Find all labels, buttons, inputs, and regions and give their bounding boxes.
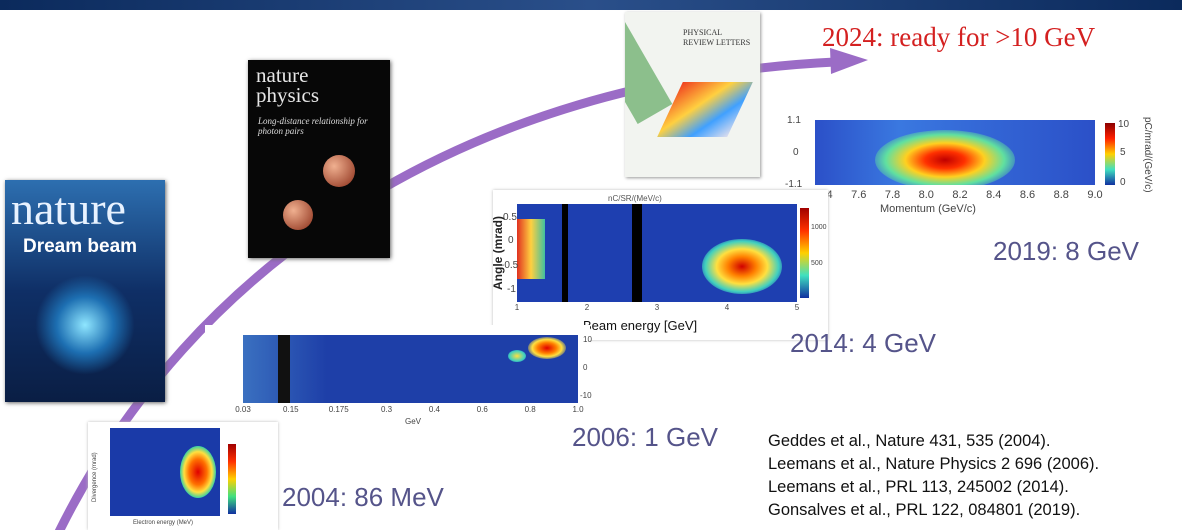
x-tick-label: 8.4: [986, 189, 1001, 201]
colorbar-tick: 0: [1120, 177, 1126, 188]
plot-2019: 1.1 0 -1.1 7.47.67.88.08.28.48.68.89.0 M…: [775, 115, 1160, 233]
beam-spot: [875, 130, 1015, 185]
cover-image: [35, 275, 135, 375]
reference: Gonsalves et al., PRL 122, 084801 (2019)…: [768, 499, 1099, 522]
colorbar-tick: 1000: [811, 224, 827, 231]
references: Geddes et al., Nature 431, 535 (2004).Le…: [768, 430, 1099, 522]
x-tick-label: 8.6: [1020, 189, 1035, 201]
colorbar: [800, 208, 809, 298]
milestone: 2019: 8 GeV: [993, 236, 1139, 267]
colorbar-label: pC/mrad/(GeV/c): [1142, 117, 1153, 193]
x-tick-label: 0.6: [477, 405, 488, 414]
x-tick-label: 4: [725, 303, 729, 312]
milestone: 2006: 1 GeV: [572, 422, 718, 453]
heatmap: [110, 428, 220, 516]
x-axis-label: Momentum (GeV/c): [880, 203, 976, 215]
x-tick-label: 7.8: [885, 189, 900, 201]
plot-2006: 0.03 0.15 0.175 0.3 0.4 0.6 0.8 1.0 GeV 10 0 -1…: [205, 325, 590, 425]
plot-2014: nC/SR/(MeV/c) 0.5 0 -0.5 -1 Angle (mrad)…: [493, 190, 828, 340]
x-tick-label: 3: [655, 303, 659, 312]
x-tick-label: 8.2: [952, 189, 967, 201]
nature-cover: nature Dream beam: [5, 180, 165, 402]
slide: nature Dream beam nature physics Long-di…: [0, 0, 1182, 530]
x-tick-label: 2: [585, 303, 589, 312]
x-ticks: 7.47.67.88.08.28.48.68.89.0: [825, 189, 1095, 203]
x-axis-label: Electron energy (MeV): [133, 520, 193, 526]
colorbar: [228, 444, 236, 514]
x-axis-label: Beam energy [GeV]: [583, 318, 697, 333]
y-axis-label: Angle (mrad): [491, 216, 505, 290]
x-tick-label: 0.3: [381, 405, 392, 414]
reference: Leemans et al., PRL 113, 245002 (2014).: [768, 476, 1099, 499]
x-tick-label: 1: [515, 303, 519, 312]
y-tick-label: 0.5: [503, 212, 517, 223]
reference: Geddes et al., Nature 431, 535 (2004).: [768, 430, 1099, 453]
x-tick-label: 0.8: [525, 405, 536, 414]
heatmap: [815, 120, 1095, 185]
colorbar-tick: 5: [1120, 147, 1126, 158]
milestone: 2004: 86 MeV: [282, 482, 444, 513]
y2-tick-label: 0: [583, 363, 587, 372]
x-tick-label: 8.0: [919, 189, 934, 201]
reference: Leemans et al., Nature Physics 2 696 (20…: [768, 453, 1099, 476]
x-tick-label: 8.8: [1054, 189, 1069, 201]
x-tick-label: 1.0: [572, 405, 583, 414]
y-axis-label: Divergence (mrad): [92, 452, 98, 502]
milestone: 2014: 4 GeV: [790, 328, 936, 359]
colorbar-tick: 500: [811, 260, 823, 267]
x-tick-label: 0.15: [283, 405, 299, 414]
x-tick-label: 0.03: [235, 405, 251, 414]
y-tick-label: 1.1: [787, 115, 801, 126]
cover-sphere: [283, 200, 313, 230]
cover-image: [657, 82, 753, 137]
heatmap: [243, 335, 578, 403]
cover-headline: Long-distance relationship for photon pa…: [258, 116, 383, 136]
x-tick-label: 5: [795, 303, 799, 312]
cover-stripe: [625, 12, 672, 124]
cover-sphere: [323, 155, 355, 187]
beam-spot: [180, 446, 216, 498]
plot-title: nC/SR/(MeV/c): [608, 194, 662, 203]
x-ticks: 1 2 3 4 5: [517, 303, 797, 315]
x-tick-label: 0.4: [429, 405, 440, 414]
colorbar-tick: 10: [1118, 119, 1129, 130]
prl-cover: Physical Review Letters: [625, 12, 760, 177]
beam-spot: [528, 337, 566, 359]
beam-spot: [702, 239, 782, 294]
x-tick-label: 7.6: [851, 189, 866, 201]
x-axis-label: GeV: [405, 417, 421, 426]
gap: [278, 335, 290, 403]
heatmap: [517, 204, 797, 302]
low-energy-signal: [517, 219, 545, 279]
cover-journal: nature: [11, 186, 126, 232]
x-tick-label: 0.175: [329, 405, 349, 414]
nature-physics-cover: nature physics Long-distance relationshi…: [248, 60, 390, 258]
future-goal: 2024: ready for >10 GeV: [822, 22, 1095, 53]
beam-spot: [508, 350, 526, 362]
cover-journal: nature physics: [256, 66, 366, 106]
y-tick-label: -1: [507, 284, 516, 295]
colorbar: [1105, 123, 1115, 185]
y-tick-label: 0: [508, 235, 514, 246]
gap: [562, 204, 568, 302]
y-tick-label: 0: [793, 147, 799, 158]
y2-tick-label: 10: [583, 335, 592, 344]
cover-headline: Dream beam: [23, 236, 137, 258]
gap: [632, 204, 642, 302]
cover-journal: Physical Review Letters: [683, 28, 753, 47]
plot-2004: Divergence (mrad) Electron energy (MeV): [88, 422, 278, 530]
x-tick-label: 9.0: [1087, 189, 1102, 201]
y2-tick-label: -10: [580, 391, 592, 400]
y-tick-label: -1.1: [785, 179, 802, 190]
